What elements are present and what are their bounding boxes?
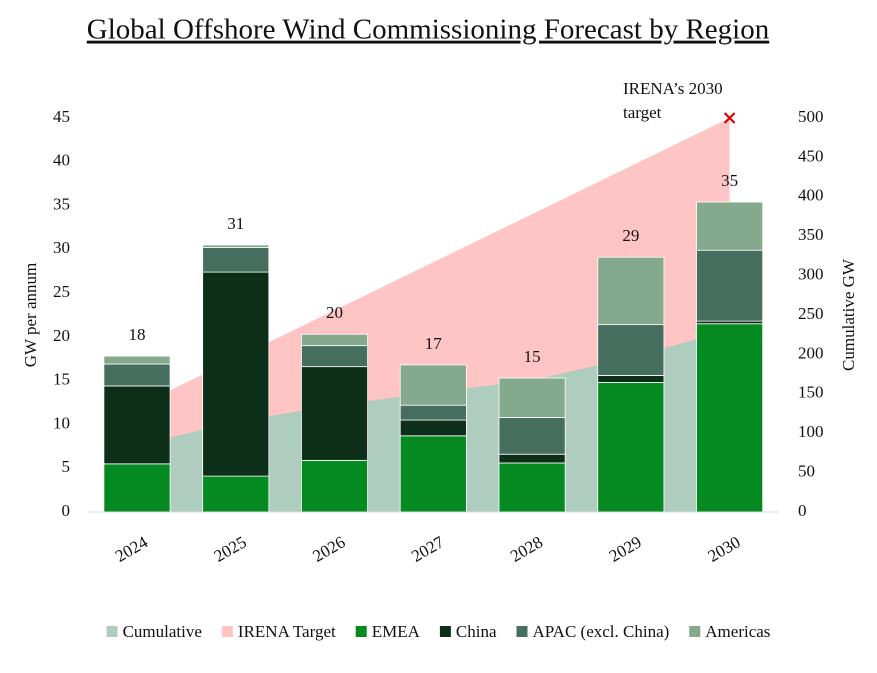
y2-tick-label: 300 [798,265,824,284]
y-axis-label: GW per annum [21,263,40,368]
bar-segment [498,417,566,455]
y2-tick-label: 400 [798,186,824,205]
bar-segment [202,271,270,477]
target-marker [723,112,736,124]
y2-tick-label: 50 [798,462,815,481]
bar-segment [301,366,369,461]
bar-segment [103,463,171,513]
y2-tick-label: 150 [798,383,824,402]
y-tick-label: 40 [53,151,70,170]
total-label: 20 [326,303,343,322]
bar-segment [399,404,467,421]
y2-tick-label: 250 [798,304,824,323]
y2-tick-label: 200 [798,343,824,362]
legend-label: Americas [705,622,770,641]
y-tick-label: 10 [53,413,70,432]
legend-swatch [689,626,701,637]
bar-segment [498,377,566,418]
total-label: 31 [227,214,244,233]
legend-label: APAC (excl. China) [533,622,670,641]
bar-segment [103,385,171,465]
annotation: target [623,103,662,122]
y-tick-label: 25 [53,282,70,301]
bar-segment [498,462,566,513]
bar-segment [399,419,467,437]
legend-swatch [439,626,451,637]
total-label: 15 [524,347,541,366]
y2-tick-label: 500 [798,107,824,126]
legend-swatch [516,626,528,637]
y2-tick-label: 100 [798,422,824,441]
x-tick-label: 2025 [211,532,250,565]
legend-swatch [355,626,367,637]
bar-segment [696,323,764,513]
x-tick-label: 2030 [705,532,744,565]
bar-segment [399,364,467,406]
x-tick-label: 2027 [408,532,447,566]
legend-label: China [456,622,497,641]
bar-segment [597,324,665,376]
y-tick-label: 5 [62,457,71,476]
y-tick-label: 15 [53,370,70,389]
total-label: 18 [128,325,145,344]
y2-tick-label: 0 [798,501,807,520]
legend-label: EMEA [372,622,421,641]
legend-swatch [221,626,233,637]
x-tick-label: 2024 [112,532,151,566]
y-tick-label: 20 [53,326,70,345]
chart-title: Global Offshore Wind Commissioning Forec… [87,14,770,46]
legend-label: Cumulative [123,622,202,641]
y2-tick-label: 450 [798,146,824,165]
bar-segment [597,375,665,383]
bar-segment [202,244,270,248]
x-tick-label: 2028 [507,532,546,565]
bar-segment [597,382,665,513]
x-tick-label: 2029 [606,532,645,565]
bar-segment [301,345,369,368]
bar-segment [597,256,665,326]
y2-axis-label: Cumulative GW [839,258,858,371]
bar-segment [301,333,369,347]
y-tick-label: 30 [53,238,70,257]
y-tick-label: 35 [53,194,70,213]
plot-area [87,118,779,513]
bar-segment [202,247,270,273]
legend-swatch [106,626,118,637]
x-tick-label: 2026 [310,532,349,565]
bar-segment [103,355,171,365]
bar-segment [103,363,171,387]
bar-segment [301,459,369,513]
bar-segment [399,435,467,513]
legend: Cumulative IRENA Target EMEA China APAC (exc… [106,622,770,641]
y2-tick-label: 350 [798,225,824,244]
bar-segment [202,475,270,513]
total-label: 17 [425,334,443,353]
total-label: 29 [622,226,639,245]
bar-segment [498,453,566,464]
total-label: 35 [721,171,738,190]
y-tick-label: 0 [62,501,71,520]
annotation: IRENA’s 2030 [623,79,723,98]
y-tick-label: 45 [53,107,70,126]
bar-segment [696,249,764,322]
bar-segment [696,201,764,251]
legend-label: IRENA Target [238,622,336,641]
